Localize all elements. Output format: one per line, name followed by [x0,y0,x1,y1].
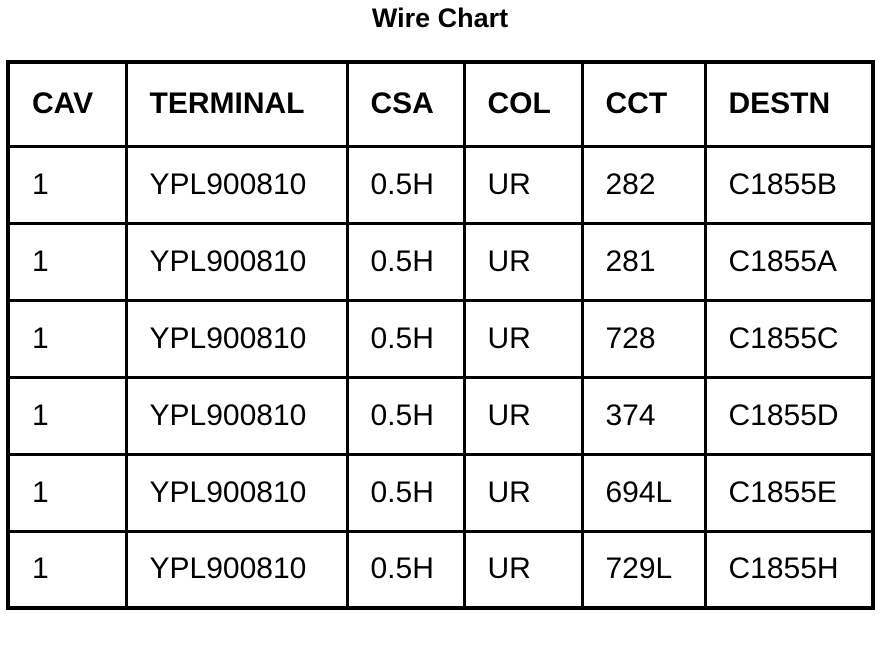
table-cell: YPL900810 [124,529,349,610]
table-cell: 1 [6,144,128,225]
header-cell: CAV [6,60,128,148]
table-cell: 1 [6,452,128,533]
table-cell: YPL900810 [124,221,349,302]
header-cell: CCT [580,60,707,148]
table-cell: 729L [580,529,707,610]
table-cell: YPL900810 [124,452,349,533]
table-cell: 0.5H [345,298,466,379]
table-cell: C1855A [703,221,875,302]
table-cell: 694L [580,452,707,533]
table-cell: UR [462,144,584,225]
table-cell: UR [462,298,584,379]
header-cell: TERMINAL [124,60,349,148]
table-cell: C1855D [703,375,875,456]
header-cell: COL [462,60,584,148]
table-cell: UR [462,375,584,456]
table-cell: YPL900810 [124,298,349,379]
table-cell: 0.5H [345,221,466,302]
table-cell: YPL900810 [124,144,349,225]
table-row: 1 YPL900810 0.5H UR 374 C1855D [6,375,875,456]
table-cell: 282 [580,144,707,225]
table-cell: 0.5H [345,529,466,610]
table-row: 1 YPL900810 0.5H UR 729L C1855H [6,529,875,610]
table-cell: 1 [6,375,128,456]
table-row: 1 YPL900810 0.5H UR 281 C1855A [6,221,875,302]
table-row: 1 YPL900810 0.5H UR 282 C1855B [6,144,875,225]
table-cell: 1 [6,529,128,610]
table-cell: UR [462,221,584,302]
table-cell: C1855C [703,298,875,379]
table-cell: UR [462,529,584,610]
table-cell: 281 [580,221,707,302]
table-cell: 1 [6,298,128,379]
table-cell: UR [462,452,584,533]
header-row: CAV TERMINAL CSA COL CCT DESTN [6,60,875,148]
header-cell: DESTN [703,60,875,148]
table-row: 1 YPL900810 0.5H UR 728 C1855C [6,298,875,379]
header-cell: CSA [345,60,466,148]
table-cell: 1 [6,221,128,302]
table-cell: C1855E [703,452,875,533]
table-cell: 0.5H [345,452,466,533]
table-cell: 0.5H [345,144,466,225]
table-cell: YPL900810 [124,375,349,456]
table-cell: 728 [580,298,707,379]
title: Wire Chart [371,3,509,33]
table-cell: C1855B [703,144,875,225]
table-cell: 0.5H [345,375,466,456]
table-cell: C1855H [703,529,875,610]
table-cell: 374 [580,375,707,456]
table-row: 1 YPL900810 0.5H UR 694L C1855E [6,452,875,533]
wire-table: CAV TERMINAL CSA COL CCT DESTN 1 YPL900810 0.5H… [6,60,875,610]
